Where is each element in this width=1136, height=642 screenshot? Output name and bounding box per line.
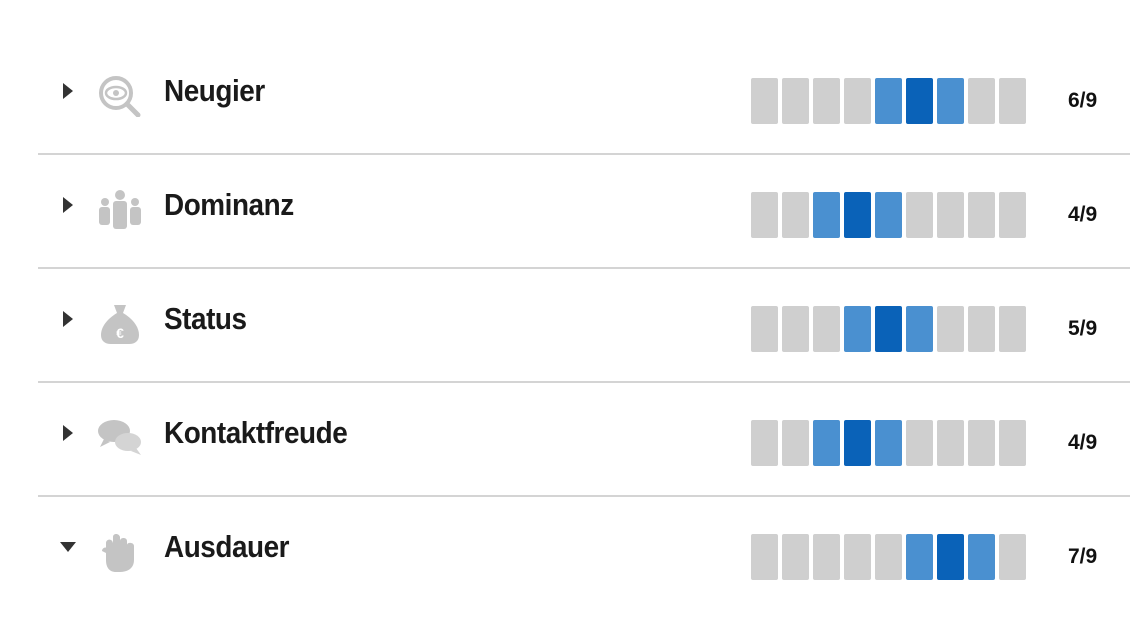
trait-score: 4/9 <box>1068 431 1098 454</box>
level-segment <box>751 534 778 580</box>
level-segment <box>813 78 840 124</box>
level-segment <box>875 306 902 352</box>
level-segment <box>844 420 871 466</box>
trait-score: 4/9 <box>1068 203 1098 226</box>
level-segment <box>813 192 840 238</box>
group-people-icon <box>99 190 141 229</box>
fist-icon <box>102 534 134 572</box>
trait-row-ausdauer[interactable]: Ausdauer 7/9 <box>38 497 1130 611</box>
level-segment <box>999 306 1026 352</box>
trait-level-bar <box>751 420 1026 466</box>
magnifier-eye-icon <box>99 76 141 117</box>
trait-level-bar <box>751 534 1026 580</box>
level-segment <box>875 534 902 580</box>
level-segment <box>844 78 871 124</box>
level-segment <box>968 534 995 580</box>
level-segment <box>813 420 840 466</box>
caret-right-icon[interactable] <box>60 83 76 99</box>
trait-level-bar <box>751 306 1026 352</box>
level-segment <box>968 306 995 352</box>
level-segment <box>906 192 933 238</box>
caret-right-icon[interactable] <box>60 311 76 327</box>
level-segment <box>968 192 995 238</box>
level-segment <box>875 192 902 238</box>
trait-label: Ausdauer <box>164 529 290 564</box>
trait-row-status[interactable]: € Status 5/9 <box>38 269 1130 383</box>
level-segment <box>751 420 778 466</box>
level-segment <box>906 78 933 124</box>
trait-score: 6/9 <box>1068 89 1098 112</box>
level-segment <box>968 78 995 124</box>
trait-label: Kontaktfreude <box>164 415 348 450</box>
level-segment <box>782 192 809 238</box>
level-segment <box>999 192 1026 238</box>
level-segment <box>751 306 778 352</box>
level-segment <box>751 78 778 124</box>
level-segment <box>844 192 871 238</box>
level-segment <box>937 306 964 352</box>
money-bag-icon: € <box>101 305 139 344</box>
level-segment <box>875 78 902 124</box>
level-segment <box>844 306 871 352</box>
trait-row-neugier[interactable]: Neugier 6/9 <box>38 41 1130 155</box>
level-segment <box>782 534 809 580</box>
trait-score: 7/9 <box>1068 545 1098 568</box>
level-segment <box>782 78 809 124</box>
caret-right-icon[interactable] <box>60 197 76 213</box>
level-segment <box>751 192 778 238</box>
trait-level-bar <box>751 192 1026 238</box>
trait-row-kontaktfreude[interactable]: Kontaktfreude 4/9 <box>38 383 1130 497</box>
trait-label: Dominanz <box>164 187 294 222</box>
level-segment <box>999 78 1026 124</box>
level-segment <box>906 420 933 466</box>
level-segment <box>813 306 840 352</box>
level-segment <box>875 420 902 466</box>
level-segment <box>999 420 1026 466</box>
level-segment <box>782 306 809 352</box>
level-segment <box>937 420 964 466</box>
trait-level-bar <box>751 78 1026 124</box>
level-segment <box>968 420 995 466</box>
level-segment <box>906 306 933 352</box>
trait-label: Neugier <box>164 73 265 108</box>
level-segment <box>906 534 933 580</box>
level-segment <box>813 534 840 580</box>
trait-row-dominanz[interactable]: Dominanz 4/9 <box>38 155 1130 269</box>
trait-label: Status <box>164 301 247 336</box>
speech-bubbles-icon <box>98 420 141 455</box>
level-segment <box>782 420 809 466</box>
level-segment <box>844 534 871 580</box>
svg-text:€: € <box>116 325 124 341</box>
trait-list: Neugier 6/9 Dominanz 4/9 € Status 5/9 Ko… <box>38 41 1130 611</box>
level-segment <box>937 192 964 238</box>
level-segment <box>937 78 964 124</box>
level-segment <box>937 534 964 580</box>
caret-right-icon[interactable] <box>60 425 76 441</box>
caret-down-icon[interactable] <box>60 539 76 555</box>
level-segment <box>999 534 1026 580</box>
trait-score: 5/9 <box>1068 317 1098 340</box>
